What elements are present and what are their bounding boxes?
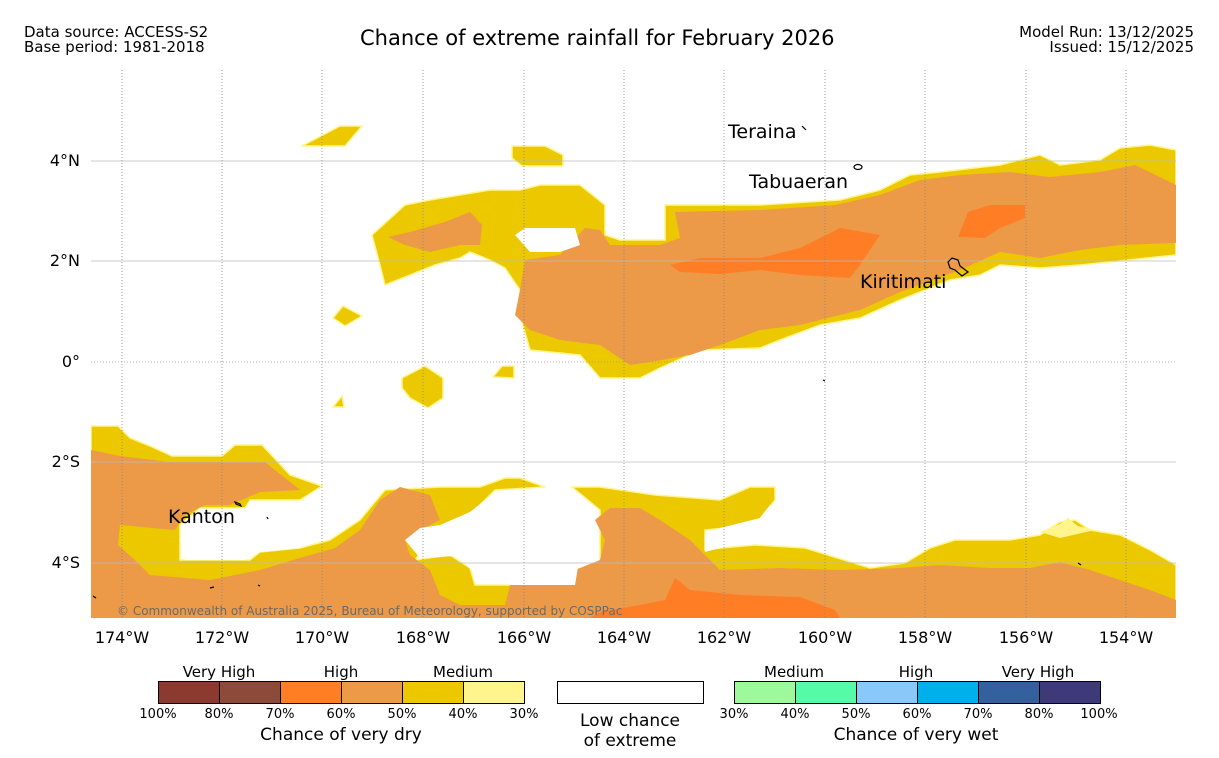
legend-wet-category-medium: Medium [764, 663, 824, 681]
legend-dry-swatch-5 [403, 682, 464, 703]
legend-wet-tick: 40% [780, 707, 810, 722]
strong-dry-region-south [590, 578, 840, 618]
teraina-island [801, 125, 807, 131]
medium-dry-patch-6 [331, 394, 345, 408]
legend-wet-tick: 100% [1080, 707, 1118, 722]
high-dry-region-northwest [388, 212, 482, 252]
legend-dry-swatch-1 [159, 682, 220, 703]
lat-label-4n: 4°N [49, 151, 80, 170]
data-source-label: Data source: ACCESS-S2 [24, 23, 209, 41]
legend-dry-swatch-6 [464, 682, 524, 703]
model-run-label: Model Run: 13/12/2025 [1019, 23, 1194, 41]
legend-dry-tick: 60% [326, 707, 356, 722]
map-grid [91, 160, 1176, 564]
legend-dry-tick: 70% [265, 707, 295, 722]
strong-dry-region-northeast [958, 205, 1025, 238]
high-dry-region-south [91, 450, 1176, 618]
legend-dry-category-medium: Medium [433, 663, 493, 681]
legend-wet-tick: 50% [841, 707, 871, 722]
legend-wet-colorbar [734, 681, 1101, 704]
legend-wet-category-very-high: Very High [1001, 663, 1075, 681]
legend-wet-tick: 30% [719, 707, 749, 722]
legend-dry-colorbar [158, 681, 525, 704]
medium-dry-patch-4 [401, 365, 444, 409]
strong-dry-region-north [670, 228, 880, 278]
legend-dry-category-very-high: Very High [182, 663, 256, 681]
lon-label-160w: 160°W [797, 628, 853, 647]
lat-label-0: 0° [61, 352, 80, 371]
legend-wet-category-high: High [898, 663, 934, 681]
lon-label-158w: 158°W [897, 628, 953, 647]
legend-low-caption-line1: Low chance [580, 711, 680, 731]
issued-label: Issued: 15/12/2025 [1049, 38, 1194, 56]
legend-wet-swatch-4 [918, 682, 979, 703]
base-period-label: Base period: 1981-2018 [24, 38, 205, 56]
lon-label-172w: 172°W [194, 628, 250, 647]
lon-label-154w: 154°W [1098, 628, 1154, 647]
legend-dry-category-high: High [323, 663, 359, 681]
legend-dry-tick: 30% [509, 707, 539, 722]
medium-dry-patch-5 [491, 365, 515, 379]
lon-label-168w: 168°W [395, 628, 451, 647]
tabuaeran-island [853, 163, 863, 171]
legend-wet-swatch-6 [1040, 682, 1100, 703]
legend-wet-swatch-2 [796, 682, 857, 703]
lon-label-162w: 162°W [696, 628, 752, 647]
legend-low-caption-line2: of extreme [583, 731, 677, 751]
map-title: Chance of extreme rainfall for February … [360, 26, 835, 50]
legend-wet-swatch-1 [735, 682, 796, 703]
low-medium-dry-patch [1040, 518, 1095, 538]
legend-wet-swatch-5 [979, 682, 1040, 703]
legend-wet-tick: 60% [902, 707, 932, 722]
lon-label-174w: 174°W [94, 628, 150, 647]
legend-dry-swatch-3 [281, 682, 342, 703]
medium-dry-patch-1 [301, 125, 364, 147]
legend-dry-swatch-4 [342, 682, 403, 703]
kanton-island [233, 500, 243, 508]
legend-dry-swatch-2 [220, 682, 281, 703]
lat-label-4s: 4°S [51, 553, 80, 572]
legend-dry-tick: 40% [448, 707, 478, 722]
lon-label-166w: 166°W [496, 628, 552, 647]
lon-label-156w: 156°W [998, 628, 1054, 647]
legend-low-chance-swatch [557, 681, 704, 704]
legend-wet-swatch-3 [857, 682, 918, 703]
place-label-teraina: Teraina [728, 121, 797, 143]
place-label-kiritimati: Kiritimati [860, 271, 947, 293]
kiritimati-island [947, 257, 970, 277]
map-meridians [121, 70, 1127, 618]
legend-wet-caption: Chance of very wet [833, 725, 999, 745]
legend-dry-tick: 80% [204, 707, 234, 722]
lon-label-170w: 170°W [294, 628, 350, 647]
legend-dry-caption: Chance of very dry [260, 725, 422, 745]
place-label-tabuaeran: Tabuaeran [749, 171, 849, 193]
lon-label-164w: 164°W [596, 628, 652, 647]
map-credit: © Commonwealth of Australia 2025, Bureau… [117, 604, 623, 618]
legend-wet-tick: 80% [1024, 707, 1054, 722]
place-label-kanton: Kanton [168, 506, 235, 528]
legend-wet-tick: 70% [963, 707, 993, 722]
legend-dry-tick: 50% [387, 707, 417, 722]
lat-label-2n: 2°N [49, 251, 80, 270]
medium-dry-patch-3 [331, 305, 364, 327]
lat-label-2s: 2°S [51, 452, 80, 471]
legend-dry-tick: 100% [139, 707, 177, 722]
